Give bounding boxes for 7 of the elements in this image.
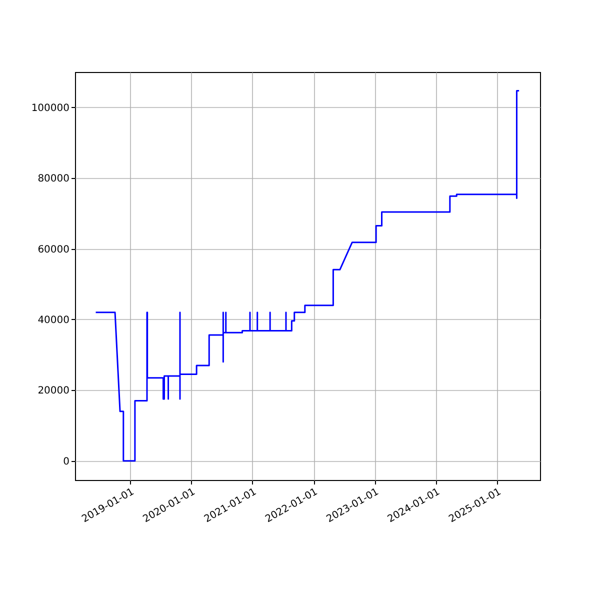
line-series — [95, 90, 520, 462]
y-tick-label: 0 — [63, 456, 70, 468]
y-tick-label: 100000 — [31, 102, 70, 114]
y-tick-label: 40000 — [38, 314, 70, 326]
y-tick-label: 60000 — [38, 244, 70, 256]
y-tick-label: 20000 — [38, 386, 70, 397]
y-tick-label: 80000 — [38, 174, 70, 185]
